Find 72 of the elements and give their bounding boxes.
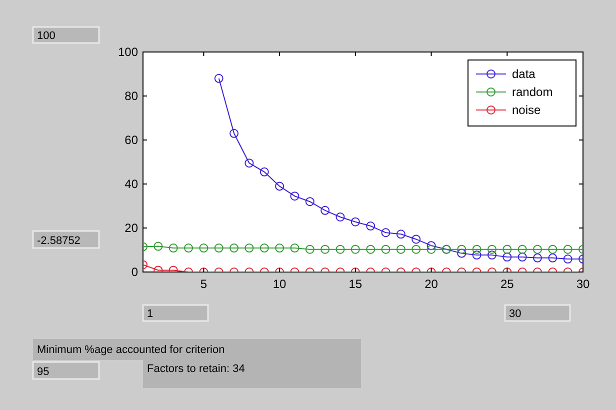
point (320, 206, 330, 215)
point (366, 244, 376, 254)
point (305, 244, 314, 254)
point (548, 253, 558, 262)
point (214, 244, 224, 253)
legend-label: data (512, 67, 536, 81)
point (275, 244, 284, 253)
point (244, 158, 254, 168)
point (290, 192, 300, 201)
text: 30 (509, 308, 522, 320)
point (518, 252, 527, 262)
point (396, 230, 406, 239)
legend-label: random (512, 85, 553, 99)
point (305, 197, 314, 206)
legend-label: noise (512, 103, 542, 117)
y-tick-label: 60 (124, 133, 138, 147)
text: 1 (147, 308, 154, 320)
point (532, 253, 542, 262)
point (487, 250, 496, 260)
point (260, 244, 269, 253)
point (154, 242, 163, 251)
point (426, 241, 436, 250)
point (275, 182, 284, 191)
y-tick-label: 0 (131, 265, 138, 279)
point (230, 244, 239, 253)
text: -2.58752 (37, 235, 80, 247)
x-tick-label: 20 (424, 277, 438, 291)
point (244, 244, 254, 253)
x-tick-label: 30 (576, 277, 590, 291)
point (563, 254, 572, 264)
point (412, 244, 421, 254)
point (320, 244, 330, 254)
text: Factors to retain: 34 (147, 363, 245, 375)
x-tick-label: 5 (200, 277, 208, 291)
text: 95 (37, 366, 50, 378)
point (502, 244, 512, 254)
point (336, 244, 345, 254)
point (184, 244, 194, 253)
point (426, 244, 436, 254)
point (457, 248, 466, 258)
point (168, 244, 178, 253)
point (563, 244, 572, 254)
point (230, 128, 239, 138)
point (366, 222, 376, 231)
point (396, 244, 406, 254)
point (350, 244, 360, 254)
x-tick-label: 10 (272, 277, 287, 291)
point (472, 250, 482, 260)
point (518, 244, 527, 254)
point (502, 252, 512, 262)
point (260, 167, 269, 176)
point (381, 228, 390, 238)
point (472, 244, 482, 254)
y-tick-label: 80 (124, 89, 138, 103)
x-tick-label: 15 (348, 277, 362, 291)
text: Minimum %age accounted for criterion (37, 344, 225, 356)
x-tick-label: 25 (500, 277, 514, 291)
point (199, 244, 208, 253)
point (487, 244, 496, 254)
point (214, 74, 224, 83)
point (381, 244, 390, 254)
text: 100 (37, 30, 56, 42)
point (350, 217, 360, 226)
point (548, 244, 558, 254)
point (457, 244, 466, 254)
point (290, 244, 300, 253)
point (336, 212, 345, 222)
point (532, 244, 542, 254)
y-tick-label: 40 (124, 177, 138, 191)
point (412, 234, 421, 244)
y-tick-label: 100 (118, 45, 138, 59)
y-tick-label: 20 (124, 221, 138, 235)
